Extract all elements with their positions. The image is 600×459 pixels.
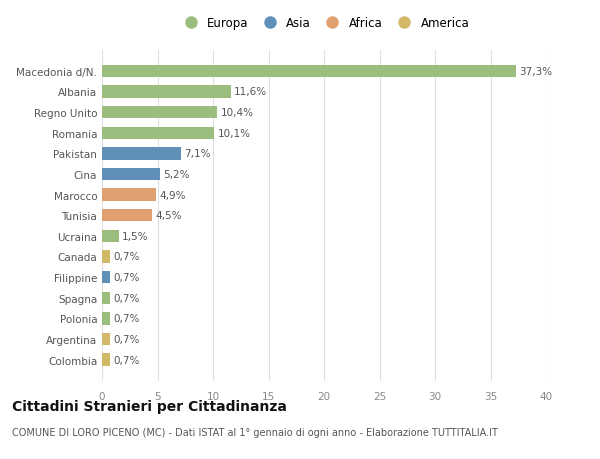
Legend: Europa, Asia, Africa, America: Europa, Asia, Africa, America bbox=[179, 17, 469, 30]
Bar bbox=[102, 210, 152, 222]
Text: 10,1%: 10,1% bbox=[217, 129, 250, 139]
Bar bbox=[102, 353, 110, 366]
Text: 0,7%: 0,7% bbox=[113, 273, 139, 282]
Bar bbox=[102, 333, 110, 345]
Bar bbox=[102, 230, 119, 242]
Bar bbox=[102, 292, 110, 304]
Text: Cittadini Stranieri per Cittadinanza: Cittadini Stranieri per Cittadinanza bbox=[12, 399, 287, 413]
Bar bbox=[102, 168, 160, 181]
Text: 0,7%: 0,7% bbox=[113, 313, 139, 324]
Bar bbox=[102, 86, 231, 98]
Bar bbox=[102, 106, 217, 119]
Text: COMUNE DI LORO PICENO (MC) - Dati ISTAT al 1° gennaio di ogni anno - Elaborazion: COMUNE DI LORO PICENO (MC) - Dati ISTAT … bbox=[12, 427, 498, 437]
Text: 0,7%: 0,7% bbox=[113, 334, 139, 344]
Bar bbox=[102, 148, 181, 160]
Text: 7,1%: 7,1% bbox=[184, 149, 211, 159]
Bar bbox=[102, 189, 157, 202]
Text: 0,7%: 0,7% bbox=[113, 293, 139, 303]
Text: 4,9%: 4,9% bbox=[160, 190, 186, 200]
Text: 5,2%: 5,2% bbox=[163, 169, 190, 179]
Text: 4,5%: 4,5% bbox=[155, 211, 182, 221]
Bar bbox=[102, 251, 110, 263]
Bar bbox=[102, 127, 214, 140]
Text: 1,5%: 1,5% bbox=[122, 231, 148, 241]
Text: 37,3%: 37,3% bbox=[520, 67, 553, 77]
Text: 0,7%: 0,7% bbox=[113, 355, 139, 365]
Bar bbox=[102, 313, 110, 325]
Text: 0,7%: 0,7% bbox=[113, 252, 139, 262]
Text: 10,4%: 10,4% bbox=[221, 108, 254, 118]
Bar bbox=[102, 66, 516, 78]
Text: 11,6%: 11,6% bbox=[234, 87, 267, 97]
Bar bbox=[102, 271, 110, 284]
